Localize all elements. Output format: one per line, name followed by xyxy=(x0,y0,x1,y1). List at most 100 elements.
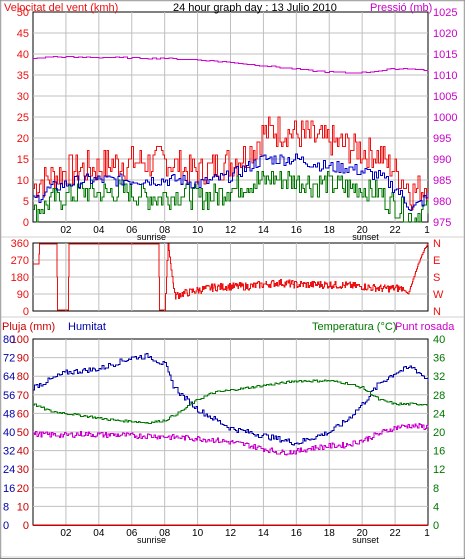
y2-tick-label: 1025 xyxy=(433,7,457,19)
y2-tick-label: 1000 xyxy=(433,112,457,124)
y-tick-label: 0 xyxy=(23,217,29,229)
x-tick-label: 08 xyxy=(159,528,171,539)
y2-tick-label: W xyxy=(433,289,444,301)
x-tick-label: 10 xyxy=(192,225,204,236)
y-tick-label: 90 xyxy=(17,289,29,301)
sunrise-label: sunrise xyxy=(137,535,166,545)
y-tick-label: 35 xyxy=(17,70,29,82)
y-tick-label: 70 xyxy=(17,390,29,402)
y2-tick-label: S xyxy=(433,272,440,284)
x-tick-label: 06 xyxy=(126,528,138,539)
y2-tick-label: 975 xyxy=(433,217,451,229)
y-tick-label: 45 xyxy=(17,28,29,40)
x-tick-label: 02 xyxy=(60,528,72,539)
x-tick-label: 1 xyxy=(424,225,430,236)
y2-tick-label: 990 xyxy=(433,154,451,166)
y2-tick-label: 32 xyxy=(433,371,445,383)
y2-tick-label: N xyxy=(433,306,441,318)
x-tick-label: 14 xyxy=(258,225,270,236)
y-tick-label: 270 xyxy=(11,255,29,267)
y-tick-label: 5 xyxy=(23,196,29,208)
temperature-label: Temperatura (°C) xyxy=(312,321,396,333)
humidity-tick-label: 48 xyxy=(3,408,15,420)
x-tick-label: 10 xyxy=(192,528,204,539)
y2-tick-label: 0 xyxy=(433,520,439,532)
panel3-outer xyxy=(0,316,465,558)
x-tick-label: 16 xyxy=(291,225,303,236)
rain-label: Pluja (mm) xyxy=(2,321,55,333)
wind-direction-series xyxy=(33,243,429,311)
y2-tick-label: N xyxy=(433,238,441,250)
y2-tick-label: 36 xyxy=(433,353,445,365)
y2-tick-label: 4 xyxy=(433,501,439,513)
y-tick-label: 90 xyxy=(17,353,29,365)
y2-tick-label: 1005 xyxy=(433,91,457,103)
x-tick-label: 06 xyxy=(126,225,138,236)
wind-min-series xyxy=(33,171,429,223)
y-tick-label: 180 xyxy=(11,272,29,284)
humidity-tick-label: 8 xyxy=(3,501,9,513)
x-tick-label: 12 xyxy=(225,225,237,236)
x-tick-label: 04 xyxy=(93,528,105,539)
y-tick-label: 10 xyxy=(17,175,29,187)
humidity-tick-label: 16 xyxy=(3,483,15,495)
x-tick-label: 08 xyxy=(159,225,171,236)
x-tick-label: 04 xyxy=(93,225,105,236)
x-tick-label: 20 xyxy=(357,528,369,539)
x-tick-label: 12 xyxy=(225,528,237,539)
pressure-series xyxy=(33,56,429,74)
x-tick-label: 18 xyxy=(324,225,336,236)
sunrise-label: sunrise xyxy=(137,232,166,242)
x-tick-label: 22 xyxy=(390,528,402,539)
humidity-tick-label: 32 xyxy=(3,446,15,458)
humidity-tick-label: 64 xyxy=(3,371,15,383)
y-tick-label: 30 xyxy=(17,464,29,476)
humidity-series xyxy=(33,352,429,446)
y2-tick-label: 1010 xyxy=(433,70,457,82)
dewpoint-series xyxy=(33,423,429,456)
humidity-tick-label: 40 xyxy=(3,427,15,439)
sunset-label: sunset xyxy=(352,232,379,242)
x-tick-label: 14 xyxy=(258,528,270,539)
y2-tick-label: 985 xyxy=(433,175,451,187)
y2-tick-label: 12 xyxy=(433,464,445,476)
temperature-series xyxy=(33,379,429,425)
y-tick-label: 80 xyxy=(17,371,29,383)
y-tick-label: 25 xyxy=(17,112,29,124)
y-tick-label: 20 xyxy=(17,133,29,145)
y-tick-label: 50 xyxy=(17,427,29,439)
y2-tick-label: 1015 xyxy=(433,49,457,61)
y2-tick-label: 20 xyxy=(433,427,445,439)
y-tick-label: 15 xyxy=(17,154,29,166)
humidity-tick-label: 72 xyxy=(3,353,15,365)
x-tick-label: 18 xyxy=(324,528,336,539)
x-tick-label: 02 xyxy=(60,225,72,236)
dewpoint-label: Punt rosada xyxy=(395,321,455,333)
y-tick-label: 40 xyxy=(17,49,29,61)
right-axis-title: Pressió (mb) xyxy=(370,2,432,14)
y2-tick-label: 8 xyxy=(433,483,439,495)
panel1-outer xyxy=(0,0,465,238)
humidity-tick-label: 0 xyxy=(3,520,9,532)
y2-tick-label: 24 xyxy=(433,408,445,420)
wind-avg-series xyxy=(33,153,429,211)
y2-tick-label: 980 xyxy=(433,196,451,208)
y-tick-label: 0 xyxy=(23,306,29,318)
humidity-tick-label: 24 xyxy=(3,464,15,476)
y-tick-label: 20 xyxy=(17,483,29,495)
y-tick-label: 360 xyxy=(11,238,29,250)
x-tick-label: 22 xyxy=(390,225,402,236)
left-axis-title: Velocitat del vent (kmh) xyxy=(4,2,118,14)
y2-tick-label: 28 xyxy=(433,390,445,402)
wind-max-series xyxy=(33,116,429,210)
humidity-tick-label: 80 xyxy=(3,334,15,346)
y-tick-label: 0 xyxy=(23,520,29,532)
y-tick-label: 10 xyxy=(17,501,29,513)
y2-tick-label: 995 xyxy=(433,133,451,145)
y2-tick-label: 16 xyxy=(433,446,445,458)
y2-tick-label: 40 xyxy=(433,334,445,346)
sunset-label: sunset xyxy=(352,535,379,545)
y-tick-label: 60 xyxy=(17,408,29,420)
chart-title: 24 hour graph day : 13 Julio 2010 xyxy=(173,2,337,14)
